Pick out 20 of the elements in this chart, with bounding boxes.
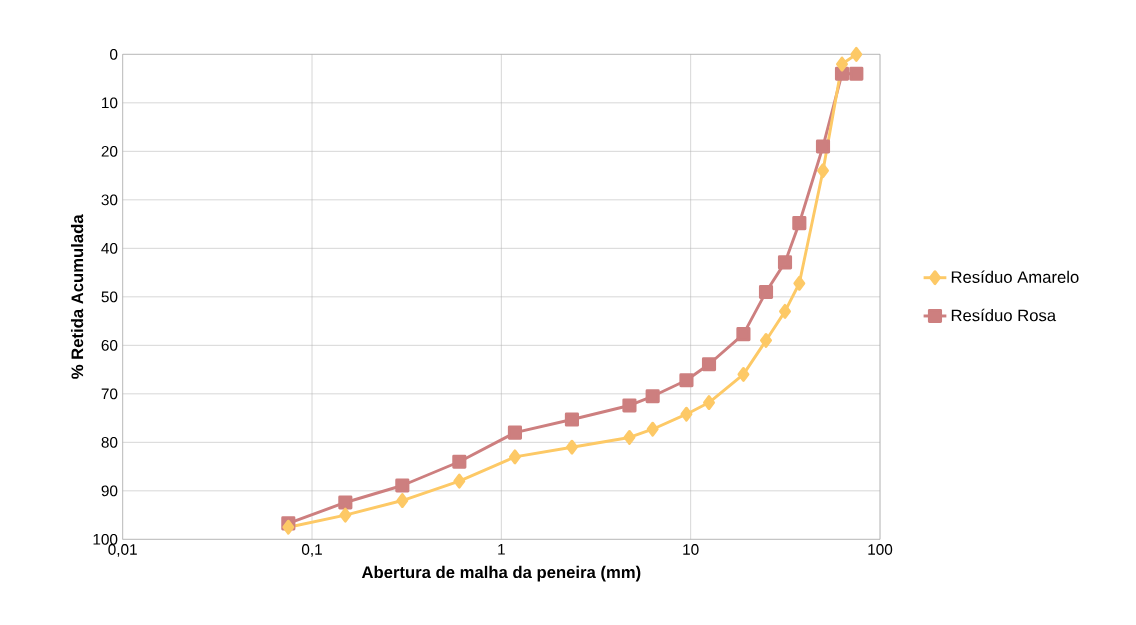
x-axis-title: Abertura de malha da peneira (mm) bbox=[361, 565, 641, 582]
y-tick-label: 80 bbox=[101, 436, 118, 448]
y-tick-label: 50 bbox=[101, 291, 118, 303]
y-tick-label: 60 bbox=[101, 339, 118, 351]
x-tick-label: 10 bbox=[683, 543, 699, 555]
y-tick-label: 40 bbox=[101, 242, 118, 254]
y-axis-title: % Retida Acumulada bbox=[70, 214, 84, 379]
y-tick-label: 0 bbox=[110, 48, 118, 60]
legend-label: Resíduo Amarelo bbox=[951, 270, 1079, 283]
y-tick-label: 100 bbox=[93, 533, 118, 545]
y-tick-label: 20 bbox=[101, 145, 118, 157]
y-tick-label: 70 bbox=[101, 388, 118, 400]
x-tick-label: 0,01 bbox=[108, 543, 137, 557]
x-tick-label: 100 bbox=[868, 543, 893, 555]
legend-label: Resíduo Rosa bbox=[951, 308, 1057, 322]
y-tick-label: 90 bbox=[101, 485, 118, 497]
x-tick-label: 1 bbox=[498, 543, 505, 555]
y-tick-label: 10 bbox=[102, 97, 118, 109]
y-tick-label: 30 bbox=[101, 194, 118, 206]
x-tick-label: 0,1 bbox=[301, 543, 322, 557]
